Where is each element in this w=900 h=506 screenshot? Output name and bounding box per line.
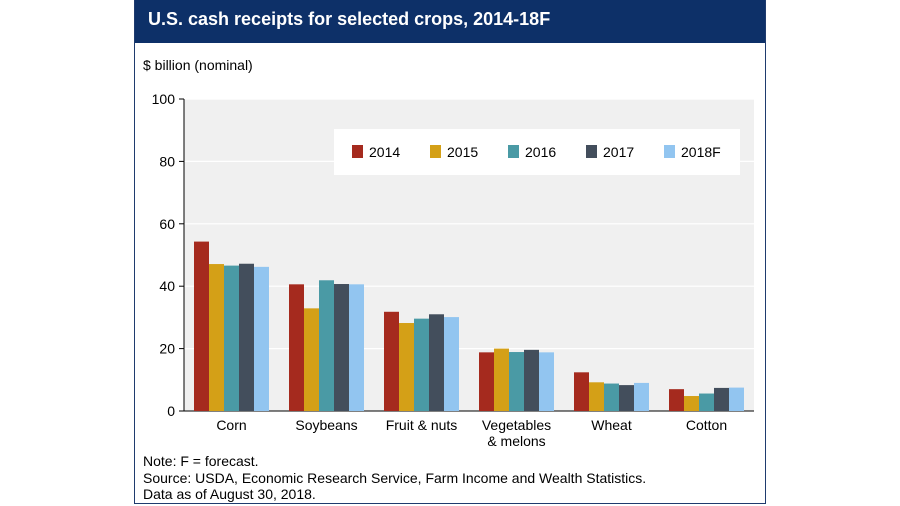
bar-2017-fruit-nuts [429,314,444,411]
y-tick-label: 0 [167,403,175,419]
bar-2017-wheat [619,385,634,411]
legend-swatch-2015 [430,145,441,158]
bar-2016-wheat [604,383,619,411]
bar-2018f-fruit-nuts [444,317,459,411]
bar-2014-fruit-nuts [384,311,399,411]
x-tick-label: Cotton [686,417,727,433]
bar-2016-cotton [699,393,714,411]
bar-2018f-cotton [729,387,744,411]
legend-swatch-2017 [586,145,597,158]
note-line: Note: F = forecast. [143,453,259,469]
y-tick-label: 20 [159,341,175,357]
x-tick-label: Soybeans [295,417,357,433]
title-bar: U.S. cash receipts for selected crops, 2… [135,0,765,43]
bar-2016-fruit-nuts [414,318,429,411]
bar-2016-soybeans [319,280,334,411]
chart-title: U.S. cash receipts for selected crops, 2… [148,9,551,29]
chart-notes: Note: F = forecast. Source: USDA, Econom… [143,453,646,503]
legend-swatch-2016 [508,145,519,158]
bar-2015-vegetables-melons [494,348,509,411]
x-tick-label: & melons [487,433,545,449]
x-tick-label: Wheat [591,417,632,433]
bar-2014-corn [194,241,209,411]
bar-2014-cotton [669,389,684,411]
legend-label-2018f: 2018F [681,144,721,160]
legend-label-2014: 2014 [369,144,400,160]
y-tick-label: 60 [159,216,175,232]
y-tick-label: 100 [152,91,176,107]
y-tick-label: 40 [159,278,175,294]
legend-label-2017: 2017 [603,144,634,160]
bar-2018f-vegetables-melons [539,352,554,411]
bar-2015-cotton [684,396,699,411]
legend-label-2015: 2015 [447,144,478,160]
y-axis-unit-label: $ billion (nominal) [143,57,253,73]
bar-2015-fruit-nuts [399,323,414,411]
bar-2017-cotton [714,387,729,411]
source-line: Source: USDA, Economic Research Service,… [143,469,647,486]
bar-2016-vegetables-melons [509,352,524,411]
x-tick-label: Corn [216,417,246,433]
bar-2015-wheat [589,382,604,411]
bar-2015-soybeans [304,308,319,411]
bar-2017-corn [239,263,254,411]
data-date-line: Data as of August 30, 2018. [143,486,316,502]
bar-2017-vegetables-melons [524,349,539,411]
chart-frame: U.S. cash receipts for selected crops, 2… [134,0,766,504]
x-tick-label: Vegetables [482,417,551,433]
bar-2016-corn [224,265,239,411]
bar-2014-vegetables-melons [479,352,494,411]
x-tick-label: Fruit & nuts [386,417,458,433]
bar-chart: 0 20 40 60 80 100 Corn Soybeans Fruit & nuts Vege… [152,91,754,449]
bar-2018f-corn [254,266,269,411]
legend-swatch-2014 [352,145,363,158]
y-tick-label: 80 [159,153,175,169]
bar-2014-soybeans [289,284,304,411]
bar-2015-corn [209,264,224,411]
bar-2014-wheat [574,372,589,411]
legend-swatch-2018f [664,145,675,158]
bar-2017-soybeans [334,284,349,411]
bar-2018f-soybeans [349,284,364,411]
legend-label-2016: 2016 [525,144,556,160]
bar-2018f-wheat [634,382,649,411]
